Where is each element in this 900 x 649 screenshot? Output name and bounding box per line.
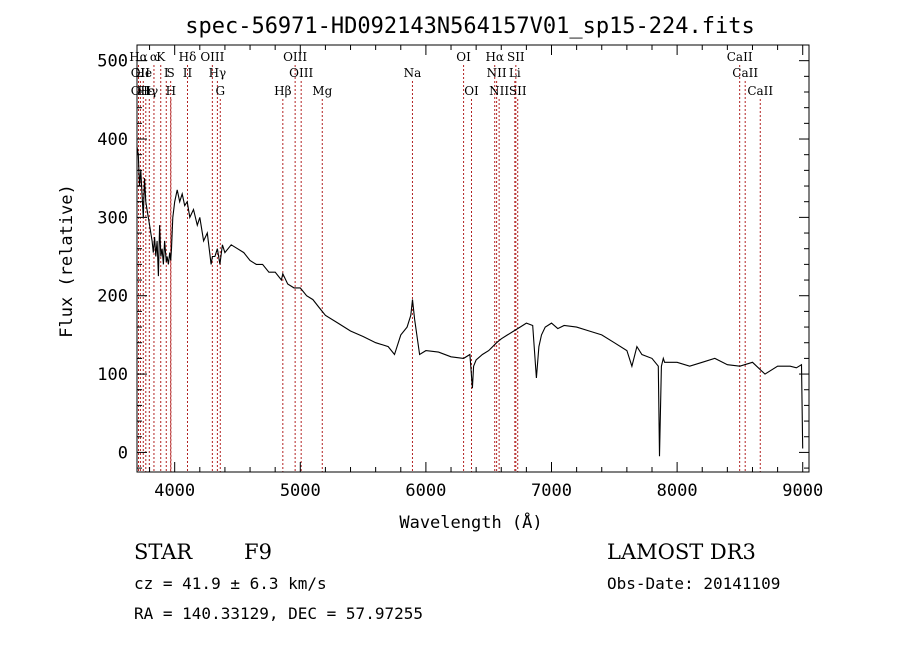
line-label-12: II [183,66,193,80]
plot-frame [136,44,810,473]
line-label-15: G [215,84,225,98]
line-label-24: NII [487,66,507,80]
line-label-14: Hγ [209,66,227,80]
line-label-9: S [167,66,175,80]
y-tick-label-400: 400 [97,130,128,150]
y-tick-label-100: 100 [97,365,128,385]
line-label-21: OI [456,50,471,64]
x-tick-label-6000: 6000 [405,481,446,501]
line-label-17: OIII [283,50,307,64]
line-label-6: α [150,50,158,64]
line-label-18: OIII [289,66,313,80]
line-label-13: OIII [200,50,224,64]
line-label-30: CaII [732,66,758,80]
x-axis-label: Wavelength (Å) [399,511,542,533]
line-label-20: Na [404,66,422,80]
observation-date: Obs-Date: 20141109 [607,574,780,593]
line-label-8: I [164,66,169,80]
line-label-16: Hβ [274,84,291,98]
line-label-5: Hγ [140,84,158,98]
line-label-31: CaII [747,84,773,98]
line-label-7: K [156,50,166,64]
object-class: STAR [134,540,193,564]
line-label-2: OII [131,84,151,98]
line-label-28: SII [509,84,527,98]
spectral-line-markers [138,65,761,472]
line-label-26: SII [507,50,525,64]
redshift-cz: cz = 41.9 ± 6.3 km/s [134,574,327,593]
survey-name: LAMOST DR3 [607,540,756,564]
y-axis-label: Flux (relative) [57,184,77,338]
line-label-10: H [166,84,176,98]
x-axis: 4000 5000 6000 7000 8000 9000 [149,45,823,501]
coordinates: RA = 140.33129, DEC = 57.97255 [134,604,423,623]
y-tick-label-0: 0 [118,443,128,463]
y-tick-label-200: 200 [97,287,128,307]
x-tick-label-7000: 7000 [531,481,572,501]
x-tick-label-9000: 9000 [782,481,823,501]
y-tick-label-500: 500 [97,52,128,72]
chart-title: spec-56971-HD092143N564157V01_sp15-224.f… [185,14,755,39]
line-label-19: Mg [312,84,332,98]
y-axis: 0 100 200 300 400 500 [97,44,809,469]
line-label-23: Hα [485,50,504,64]
x-tick-label-4000: 4000 [154,481,195,501]
line-label-4: Hε [137,84,154,98]
y-tick-label-300: 300 [97,208,128,228]
spectrum-line [136,146,804,457]
x-tick-label-8000: 8000 [657,481,698,501]
x-tick-label-5000: 5000 [280,481,321,501]
line-label-11: Hδ [179,50,197,64]
spectral-type: F9 [244,540,272,564]
line-label-25: NII [489,84,509,98]
line-label-27: Li [509,66,521,80]
line-label-0: Hα [129,50,148,64]
line-label-29: CaII [727,50,753,64]
line-label-22: OI [464,84,479,98]
line-label-1: OII [131,66,151,80]
